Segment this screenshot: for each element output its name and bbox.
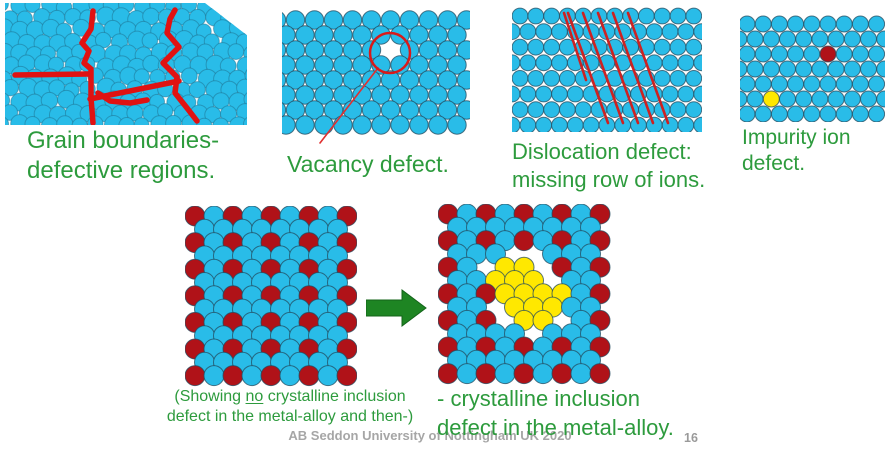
- dislocation-caption: Dislocation defect: missing row of ions.: [512, 138, 705, 193]
- after-caption: - crystalline inclusion defect in the me…: [437, 384, 674, 442]
- dislocation-caption-line2: missing row of ions.: [512, 166, 706, 192]
- impurity-caption-line1: Impurity ion: [742, 126, 851, 149]
- dislocation-defect-diagram: [512, 7, 702, 132]
- grain-boundaries-diagram: [5, 3, 247, 125]
- before-caption-line2: defect in the metal-alloy and then-): [166, 408, 414, 425]
- dislocation-caption-line1: Dislocation defect:: [512, 139, 692, 164]
- impurity-defect-diagram: [740, 15, 885, 122]
- before-caption: (Showing no crystalline inclusion defect…: [140, 387, 440, 427]
- impurity-caption-line2: defect.: [742, 152, 806, 176]
- after-caption-line1: - crystalline inclusion: [437, 386, 640, 411]
- before-caption-line1: (Showing no crystalline inclusion: [140, 387, 440, 407]
- before-caption-post: crystalline inclusion: [263, 388, 406, 405]
- impurity-caption: Impurity ion defect.: [742, 125, 851, 178]
- transform-arrow-icon: [366, 289, 427, 327]
- before-caption-pre: (Showing: [174, 388, 246, 405]
- before-caption-underlined: no: [245, 388, 264, 405]
- alloy-before-diagram: [185, 206, 357, 387]
- vacancy-highlight-ring: [368, 31, 412, 75]
- after-caption-line2: defect in the metal-alloy.: [437, 415, 674, 441]
- page-number: 16: [684, 431, 698, 445]
- alloy-after-diagram: [438, 204, 611, 385]
- footer-credit: AB Seddon University of Nottingham UK 20…: [288, 428, 572, 443]
- grain-caption-line1: Grain boundaries-: [27, 127, 220, 154]
- grain-boundaries-caption: Grain boundaries- defective regions.: [27, 126, 219, 186]
- vacancy-defect-diagram: [282, 10, 470, 144]
- grain-caption-line2: defective regions.: [27, 157, 216, 184]
- vacancy-caption: Vacancy defect.: [287, 151, 449, 177]
